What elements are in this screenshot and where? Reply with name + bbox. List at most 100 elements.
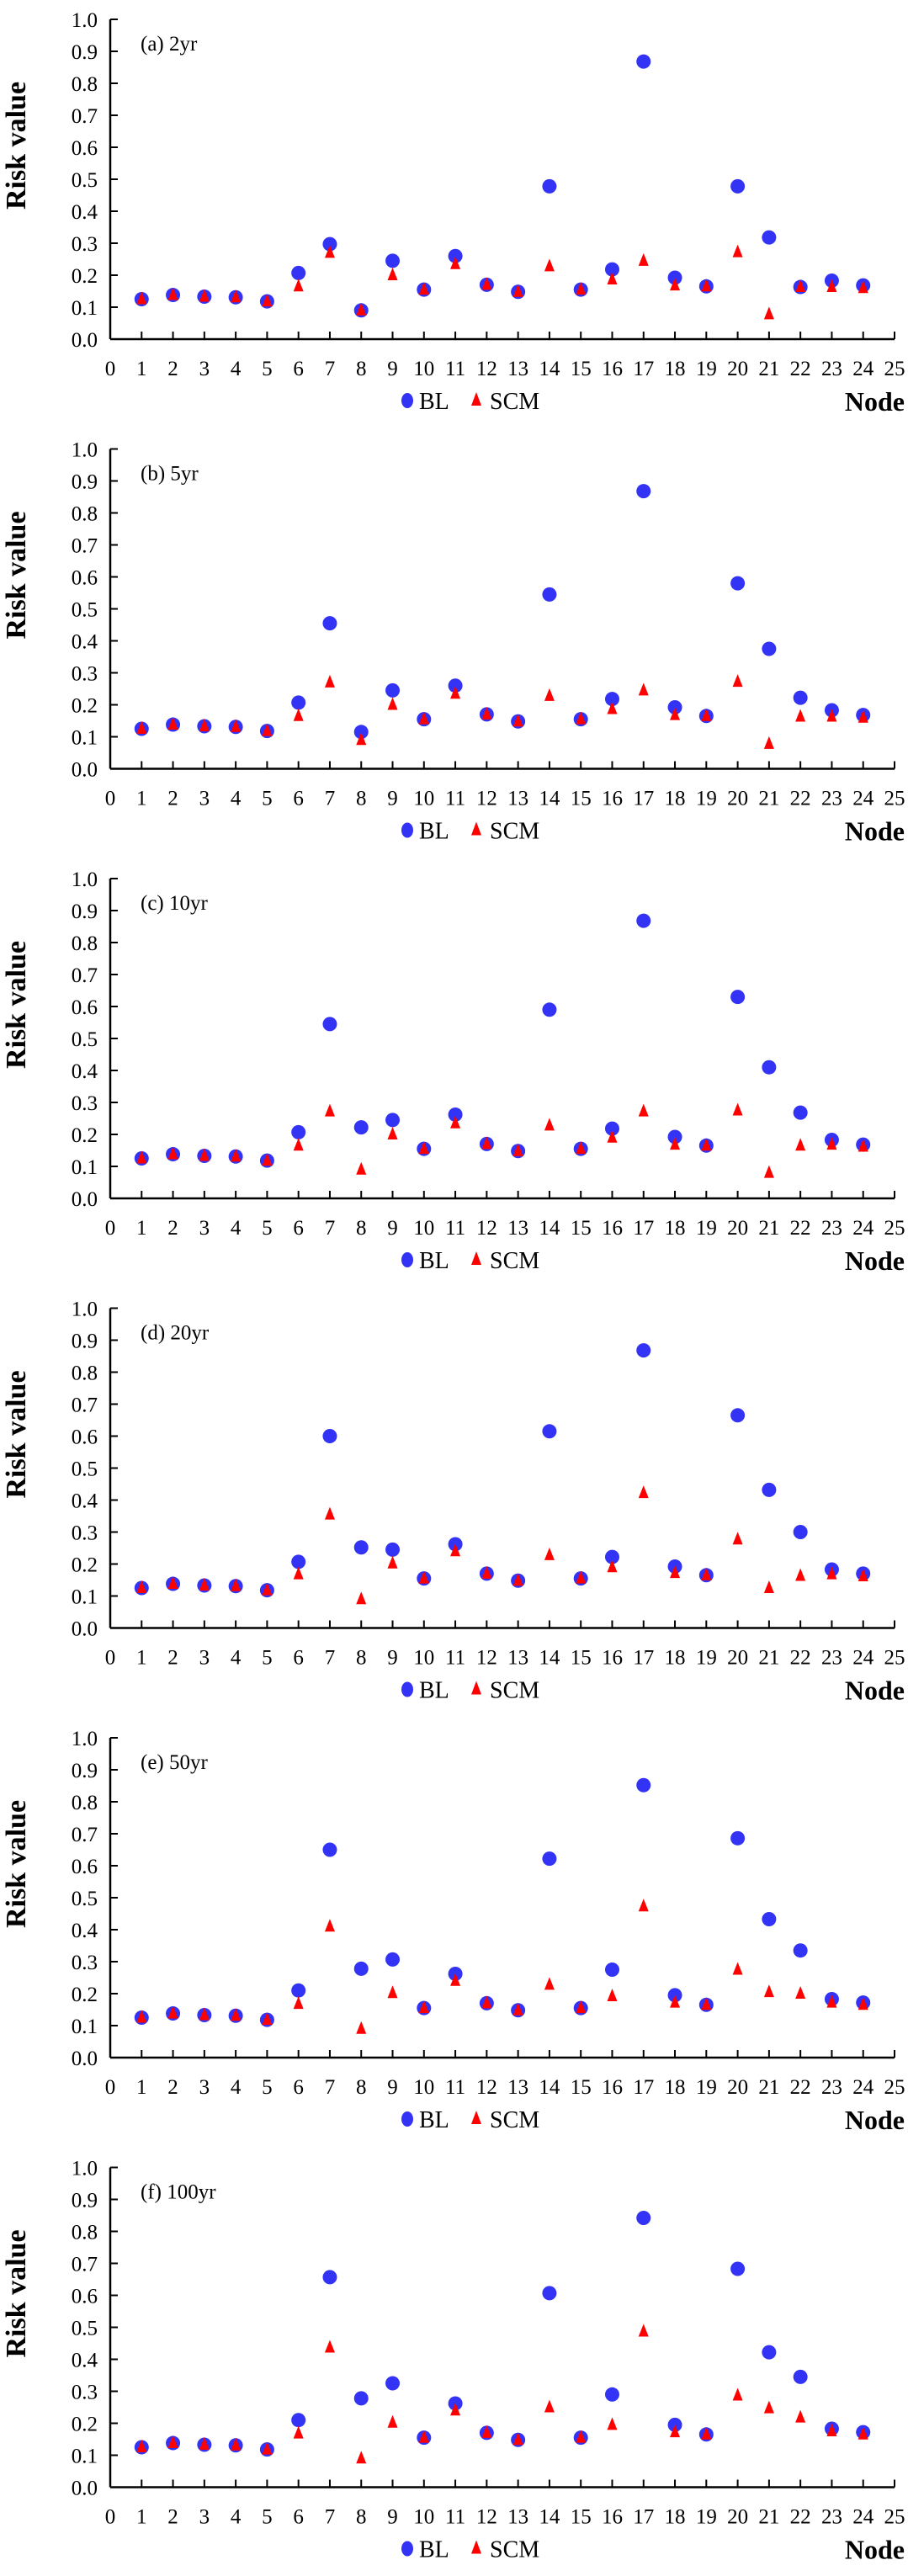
legend-scm-label: SCM <box>490 2537 539 2563</box>
x-tick-label: 1 <box>136 1647 147 1670</box>
scm-point <box>576 2430 587 2443</box>
panel-title: (a) 2yr <box>141 33 198 56</box>
x-tick-label: 8 <box>356 788 367 810</box>
y-tick-label: 0.6 <box>72 1426 98 1449</box>
bl-point <box>291 1554 306 1570</box>
y-tick-label: 0.7 <box>72 2254 98 2276</box>
bl-point <box>322 1429 337 1443</box>
legend-scm-marker <box>471 392 481 406</box>
y-tick-label: 0.5 <box>72 1458 98 1481</box>
x-tick-label: 15 <box>571 788 592 810</box>
bl-point <box>730 1830 746 1846</box>
y-axis-label: Risk value <box>1 941 32 1069</box>
scm-point <box>167 2005 178 2019</box>
scm-point <box>262 1153 273 1166</box>
scm-point <box>858 709 868 723</box>
bl-point <box>542 1424 557 1439</box>
y-tick-label: 0.6 <box>72 996 98 1019</box>
scm-point <box>418 282 429 295</box>
bl-point <box>636 1777 651 1793</box>
y-tick-label: 0.5 <box>72 169 98 192</box>
bl-point <box>385 1952 401 1967</box>
y-axis-label: Risk value <box>1 1370 32 1498</box>
bl-point <box>291 1124 306 1139</box>
bl-point <box>322 616 337 631</box>
y-tick-label: 0.1 <box>72 2446 98 2468</box>
bl-point <box>793 2369 808 2384</box>
legend-bl-label: BL <box>419 389 449 415</box>
scm-point <box>670 707 681 720</box>
x-axis-label: Node <box>845 2535 905 2565</box>
x-tick-label: 23 <box>821 1647 842 1670</box>
x-tick-label: 5 <box>262 1217 273 1240</box>
scm-point <box>763 736 774 749</box>
legend: BL SCM <box>401 2107 539 2133</box>
x-tick-label: 0 <box>105 788 116 810</box>
bl-point <box>291 265 306 280</box>
x-tick-label: 4 <box>231 1217 242 1240</box>
scm-point <box>512 2432 523 2446</box>
legend-scm-label: SCM <box>490 819 539 845</box>
x-tick-label: 16 <box>602 1647 623 1670</box>
y-tick-label: 1.0 <box>72 1299 98 1321</box>
scm-point <box>262 2012 273 2026</box>
x-tick-label: 10 <box>413 358 434 380</box>
scm-point <box>199 2007 210 2021</box>
legend-scm-label: SCM <box>490 1678 539 1704</box>
legend-scm-marker <box>471 1681 481 1695</box>
bl-point <box>667 1129 682 1145</box>
scm-point <box>324 1919 335 1932</box>
bl-point <box>762 230 777 245</box>
scm-point <box>795 1568 806 1581</box>
scm-point <box>576 711 587 725</box>
scm-point <box>826 1566 837 1580</box>
scm-point <box>638 1485 649 1499</box>
scm-point <box>732 1532 743 1545</box>
x-tick-label: 7 <box>325 2506 336 2529</box>
scm-point <box>638 683 649 696</box>
bl-point <box>636 1343 651 1358</box>
scm-point <box>199 1148 210 1161</box>
x-tick-label: 25 <box>884 788 905 810</box>
bl-point <box>730 178 746 194</box>
x-tick-label: 24 <box>852 2076 874 2099</box>
scm-point <box>481 277 492 290</box>
x-tick-label: 10 <box>413 2506 434 2529</box>
x-tick-label: 23 <box>821 2076 842 2099</box>
bl-point <box>730 2261 746 2276</box>
legend-scm-marker <box>471 2540 481 2554</box>
bl-point <box>793 690 808 705</box>
scm-point <box>293 708 304 721</box>
x-tick-label: 18 <box>665 2506 686 2529</box>
scm-point <box>795 1138 806 1151</box>
y-tick-label: 0.7 <box>72 964 98 987</box>
scm-point <box>136 1150 147 1164</box>
panel-title: (e) 50yr <box>141 1751 208 1774</box>
legend-scm-label: SCM <box>490 2107 539 2133</box>
x-tick-label: 6 <box>293 1647 304 1670</box>
y-tick-label: 0.0 <box>72 2478 98 2500</box>
scm-point <box>670 2425 681 2438</box>
legend: BL SCM <box>401 2537 539 2563</box>
y-tick-label: 1.0 <box>72 439 98 462</box>
y-tick-label: 0.1 <box>72 1156 98 1179</box>
panel-title: (b) 5yr <box>141 463 199 486</box>
y-tick-label: 0.0 <box>72 1618 98 1641</box>
x-tick-label: 12 <box>476 2076 497 2099</box>
x-tick-label: 25 <box>884 1647 905 1670</box>
bl-point <box>636 484 651 499</box>
bl-point <box>322 2270 337 2285</box>
y-tick-label: 0.9 <box>72 471 98 494</box>
bl-point <box>291 2413 306 2428</box>
chart-panel: 0.00.10.20.30.40.50.60.70.80.91.00 1 2 3 4 5 6… <box>1 868 905 1276</box>
x-tick-label: 6 <box>293 2076 304 2099</box>
x-tick-label: 19 <box>696 2506 717 2529</box>
scm-point <box>450 256 461 269</box>
scm-point <box>324 245 335 258</box>
scm-point <box>858 280 868 294</box>
y-tick-label: 0.0 <box>72 2048 98 2070</box>
x-tick-label: 15 <box>571 2506 592 2529</box>
x-tick-label: 17 <box>633 358 654 380</box>
scm-point <box>450 1115 461 1129</box>
scm-point <box>324 1506 335 1520</box>
